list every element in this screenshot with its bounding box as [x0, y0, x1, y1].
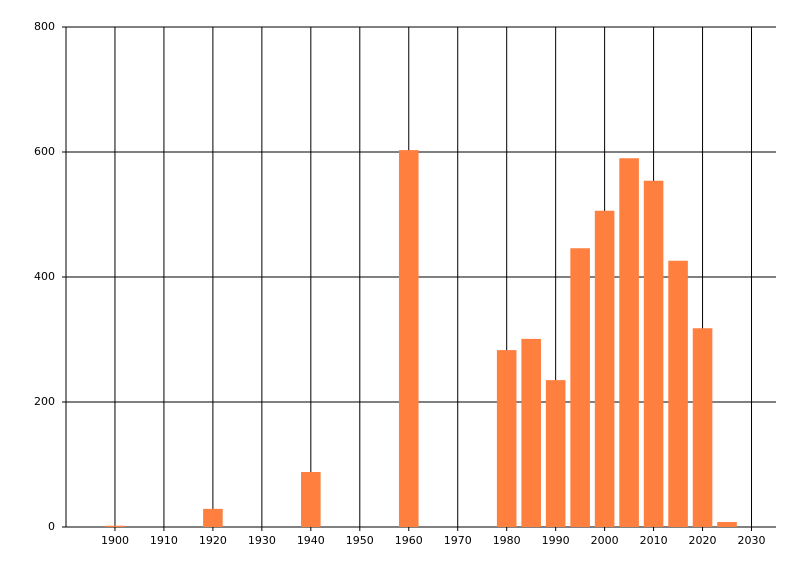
- bar: [496, 350, 517, 527]
- bar: [594, 210, 615, 527]
- bar: [692, 328, 713, 527]
- x-tick-label: 1990: [542, 534, 570, 547]
- x-tick-label: 1970: [444, 534, 472, 547]
- x-tick-label: 2030: [738, 534, 766, 547]
- bar: [717, 522, 737, 527]
- y-tick-label: 600: [34, 145, 55, 158]
- x-tick-label: 2020: [689, 534, 717, 547]
- x-tick-label: 1980: [493, 534, 521, 547]
- bar: [301, 472, 321, 527]
- bar: [570, 248, 590, 527]
- x-tick-label: 1920: [199, 534, 227, 547]
- bar: [398, 150, 419, 527]
- x-tick-label: 1950: [346, 534, 374, 547]
- y-tick-label: 400: [34, 270, 55, 283]
- x-tick-label: 1900: [101, 534, 129, 547]
- bar: [668, 260, 688, 527]
- bar: [105, 525, 125, 527]
- x-tick-label: 2000: [591, 534, 619, 547]
- x-tick-label: 1930: [248, 534, 276, 547]
- bar: [619, 158, 639, 527]
- x-tick-label: 1960: [395, 534, 423, 547]
- bar: [545, 380, 566, 527]
- bar: [521, 338, 541, 527]
- y-tick-label: 800: [34, 20, 55, 33]
- y-tick-label: 0: [48, 520, 55, 533]
- x-tick-label: 1940: [297, 534, 325, 547]
- bar: [203, 508, 223, 527]
- y-tick-label: 200: [34, 395, 55, 408]
- bar: [643, 180, 664, 527]
- x-tick-label: 1910: [150, 534, 178, 547]
- x-tick-label: 2010: [640, 534, 668, 547]
